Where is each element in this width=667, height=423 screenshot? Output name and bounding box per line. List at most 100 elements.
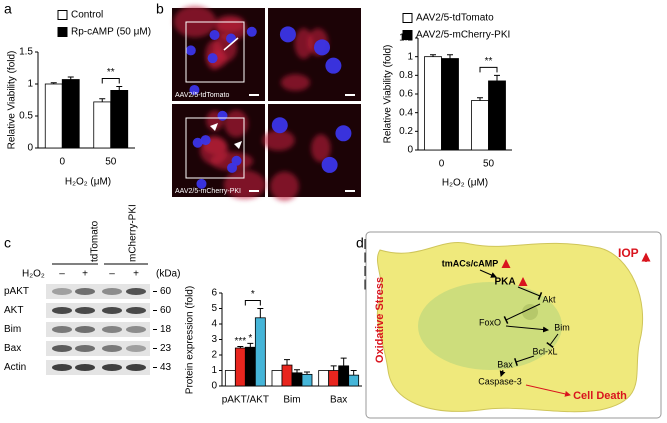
blot-band xyxy=(52,307,72,314)
bar xyxy=(271,370,283,387)
y-tick-label: 0.2 xyxy=(399,126,413,137)
blot-strip xyxy=(46,303,150,318)
significance-bracket xyxy=(244,300,261,306)
x-tick-label: Bim xyxy=(283,395,300,406)
error-bar xyxy=(247,342,254,348)
y-tick-label: 1 xyxy=(27,79,33,90)
legend-swatch xyxy=(57,27,68,37)
cell-body xyxy=(215,18,247,41)
error-bar xyxy=(237,345,244,349)
bar xyxy=(318,370,330,387)
bar xyxy=(224,370,236,387)
cell-body xyxy=(223,170,266,200)
y-tick-label: 1.5 xyxy=(19,47,33,58)
legend-label: AAV2/5-tdTomato xyxy=(416,13,494,24)
nucleus xyxy=(185,45,196,56)
y-tick-label: 0 xyxy=(27,143,33,154)
y-axis-label: Relative Viability (fold) xyxy=(7,51,18,150)
kda-label: 23 xyxy=(160,343,172,354)
y-tick-label: 0.5 xyxy=(19,111,33,122)
nucleus xyxy=(217,110,228,121)
legend-swatch xyxy=(402,30,413,40)
blot-strip xyxy=(46,360,150,375)
x-axis-label: H₂O₂ (μM) xyxy=(65,177,111,188)
diagram-label: FoxO xyxy=(479,317,501,327)
diagram-edge xyxy=(514,355,535,367)
legend-label: Control xyxy=(71,10,103,21)
blot-treatment: H₂O₂ xyxy=(22,269,45,280)
error-bar xyxy=(340,357,347,366)
significance-bracket xyxy=(101,78,120,84)
error-bar xyxy=(447,54,453,59)
error-bar xyxy=(494,74,500,81)
blot-band xyxy=(75,345,95,352)
error-bar xyxy=(99,98,106,102)
y-tick-label: 0 xyxy=(407,145,413,156)
error-bar xyxy=(284,359,290,366)
bar xyxy=(348,374,360,387)
cell-body xyxy=(280,74,311,91)
blot-band xyxy=(52,364,72,371)
micrograph-cells xyxy=(173,5,247,70)
bar xyxy=(61,79,80,149)
nucleus xyxy=(279,26,296,43)
bar xyxy=(291,372,303,387)
blot-row-label: AKT xyxy=(4,305,23,316)
y-tick-label: 4 xyxy=(211,319,217,330)
nucleus xyxy=(200,135,211,146)
nucleus xyxy=(246,26,257,37)
blot-band xyxy=(52,326,72,333)
diagram-label: Cell Death xyxy=(573,390,627,402)
pointer-head xyxy=(234,141,242,149)
blot-band xyxy=(102,326,122,333)
panel-label: d xyxy=(356,235,364,251)
y-tick-label: 6 xyxy=(211,288,217,299)
blot-row-label: Bim xyxy=(4,324,21,335)
blot-row-label: pAKT xyxy=(4,286,29,297)
significance-bracket xyxy=(479,66,498,73)
nucleus xyxy=(314,39,331,56)
nucleus xyxy=(325,57,342,74)
bar xyxy=(244,346,256,387)
cell-body xyxy=(294,28,313,59)
nucleus-shape xyxy=(418,282,562,370)
error-bar xyxy=(257,308,264,318)
y-tick-label: 1 xyxy=(407,51,413,62)
error-bar xyxy=(50,82,57,84)
blot-band xyxy=(52,288,72,295)
panel-label: a xyxy=(4,1,12,17)
legend-label: AAV2/5-mCherry-PKI xyxy=(416,30,510,41)
blot-column-label: tdTomato xyxy=(90,220,101,262)
y-tick-label: 1 xyxy=(211,365,217,376)
treatment-mark: – xyxy=(59,269,65,280)
blot-band xyxy=(75,326,95,333)
error-bar xyxy=(350,370,357,376)
error-bar xyxy=(304,371,310,375)
blot-strip xyxy=(46,341,150,356)
kda-label: 60 xyxy=(160,305,172,316)
error-bar xyxy=(477,97,483,101)
diagram-edge xyxy=(499,369,506,377)
blot-band xyxy=(126,364,146,371)
error-bar xyxy=(430,54,436,57)
bar xyxy=(328,370,340,387)
blot-band xyxy=(75,288,95,295)
diagram-label: tmACs/cAMP xyxy=(442,258,499,268)
blot-band xyxy=(102,288,122,295)
treatment-mark: + xyxy=(82,269,88,280)
pointer-head xyxy=(210,123,218,131)
blot-band xyxy=(102,345,122,352)
blot-row-label: Bax xyxy=(4,343,21,354)
micrograph-label: AAV2/5-mCherry-PKI xyxy=(175,188,241,195)
x-tick-label: 50 xyxy=(105,157,117,168)
micrograph-cells xyxy=(262,129,331,202)
nucleus xyxy=(207,53,218,64)
diagram-edge xyxy=(505,325,549,333)
kda-label: 18 xyxy=(160,324,172,335)
significance-label: * xyxy=(251,289,255,300)
diagram-edge xyxy=(517,286,543,300)
blot-band xyxy=(102,364,122,371)
legend-swatch xyxy=(57,10,68,20)
x-tick-label: 50 xyxy=(483,159,495,170)
